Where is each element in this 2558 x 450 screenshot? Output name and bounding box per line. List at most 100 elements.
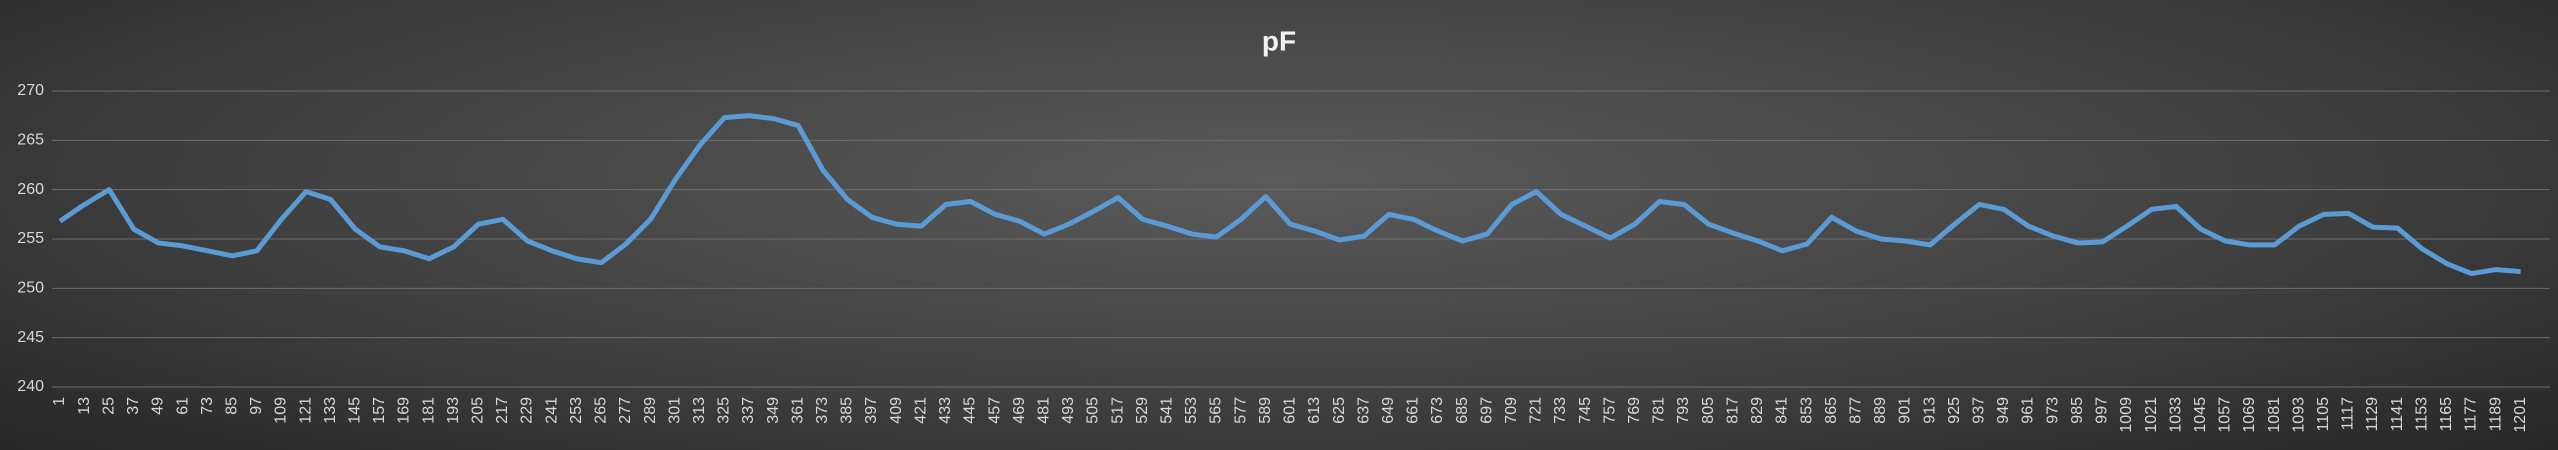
x-tick-label: 1069 [2241, 397, 2258, 433]
x-tick-label: 301 [666, 397, 683, 424]
y-tick-label: 265 [17, 132, 44, 149]
x-tick-label: 1153 [2413, 397, 2430, 432]
x-tick-label: 181 [420, 397, 437, 424]
x-tick-label: 625 [1331, 397, 1348, 424]
x-tick-label: 25 [100, 397, 117, 415]
x-tick-label: 493 [1060, 397, 1077, 424]
x-tick-label: 97 [248, 397, 265, 415]
x-tick-label: 565 [1208, 397, 1225, 424]
x-tick-label: 193 [445, 397, 462, 424]
x-tick-label: 421 [912, 397, 929, 424]
x-tick-label: 1021 [2143, 397, 2160, 433]
x-tick-label: 361 [789, 397, 806, 424]
chart-title: pF [1262, 25, 1296, 56]
x-tick-label: 1033 [2167, 397, 2184, 433]
x-tick-label: 517 [1109, 397, 1126, 424]
x-tick-label: 1165 [2438, 397, 2455, 432]
x-tick-label: 1009 [2118, 397, 2135, 433]
x-tick-label: 1201 [2512, 397, 2529, 433]
x-tick-label: 925 [1946, 397, 1963, 424]
x-tick-label: 433 [937, 397, 954, 424]
x-tick-label: 661 [1405, 397, 1422, 424]
x-tick-label: 241 [543, 397, 560, 424]
x-tick-label: 1177 [2463, 397, 2480, 432]
x-tick-label: 553 [1183, 397, 1200, 424]
x-tick-label: 745 [1577, 397, 1594, 424]
x-tick-label: 997 [2094, 397, 2111, 424]
x-tick-label: 961 [2020, 397, 2037, 424]
x-tick-label: 289 [642, 397, 659, 424]
x-tick-label: 913 [1921, 397, 1938, 424]
x-tick-label: 157 [371, 397, 388, 424]
x-tick-label: 409 [888, 397, 905, 424]
x-tick-label: 349 [765, 397, 782, 424]
y-tick-label: 270 [17, 82, 44, 99]
x-tick-label: 49 [150, 397, 167, 415]
x-tick-label: 1129 [2364, 397, 2381, 432]
x-tick-label: 1081 [2266, 397, 2283, 433]
x-tick-label: 817 [1724, 397, 1741, 424]
x-tick-label: 109 [273, 397, 290, 424]
x-tick-label: 73 [199, 397, 216, 415]
x-tick-label: 277 [617, 397, 634, 424]
x-tick-label: 853 [1798, 397, 1815, 424]
x-tick-label: 1057 [2217, 397, 2234, 433]
x-tick-label: 757 [1601, 397, 1618, 424]
x-tick-label: 637 [1355, 397, 1372, 424]
x-tick-label: 685 [1454, 397, 1471, 424]
x-tick-label: 949 [1995, 397, 2012, 424]
x-tick-label: 601 [1282, 397, 1299, 424]
x-tick-label: 373 [814, 397, 831, 424]
x-tick-label: 841 [1774, 397, 1791, 424]
x-tick-label: 397 [863, 397, 880, 424]
x-tick-label: 541 [1159, 397, 1176, 424]
x-tick-label: 937 [1971, 397, 1988, 424]
x-tick-label: 253 [568, 397, 585, 424]
x-tick-label: 877 [1847, 397, 1864, 424]
x-tick-label: 469 [1011, 397, 1028, 424]
y-tick-label: 255 [17, 230, 44, 247]
x-tick-label: 709 [1503, 397, 1520, 424]
x-tick-label: 229 [519, 397, 536, 424]
x-tick-label: 121 [297, 397, 314, 424]
x-tick-label: 205 [470, 397, 487, 424]
y-tick-label: 250 [17, 280, 44, 297]
x-tick-label: 1141 [2389, 397, 2406, 432]
x-tick-label: 1 [51, 397, 68, 406]
x-tick-label: 337 [740, 397, 757, 424]
x-tick-label: 13 [76, 397, 93, 415]
x-tick-label: 217 [494, 397, 511, 424]
x-tick-label: 325 [716, 397, 733, 424]
x-tick-label: 313 [691, 397, 708, 424]
x-tick-label: 613 [1306, 397, 1323, 424]
x-tick-label: 781 [1651, 397, 1668, 424]
x-tick-label: 805 [1700, 397, 1717, 424]
x-tick-label: 481 [1035, 397, 1052, 424]
x-tick-label: 901 [1897, 397, 1914, 424]
x-tick-label: 973 [2044, 397, 2061, 424]
x-tick-label: 529 [1134, 397, 1151, 424]
x-tick-label: 61 [174, 397, 191, 415]
x-tick-label: 697 [1478, 397, 1495, 424]
x-tick-label: 169 [396, 397, 413, 424]
x-tick-label: 445 [962, 397, 979, 424]
x-tick-label: 85 [223, 397, 240, 415]
x-tick-label: 829 [1749, 397, 1766, 424]
x-tick-label: 1189 [2487, 397, 2504, 432]
x-tick-label: 985 [2069, 397, 2086, 424]
x-tick-label: 1093 [2290, 397, 2307, 433]
x-tick-label: 37 [125, 397, 142, 415]
x-tick-label: 385 [839, 397, 856, 424]
y-tick-label: 260 [17, 181, 44, 198]
x-tick-label: 1105 [2315, 397, 2332, 432]
x-tick-label: 865 [1823, 397, 1840, 424]
x-tick-label: 133 [322, 397, 339, 424]
y-tick-label: 240 [17, 378, 44, 395]
y-tick-label: 245 [17, 329, 44, 346]
x-tick-label: 733 [1552, 397, 1569, 424]
x-tick-label: 721 [1528, 397, 1545, 424]
x-tick-label: 889 [1872, 397, 1889, 424]
x-tick-label: 793 [1675, 397, 1692, 424]
